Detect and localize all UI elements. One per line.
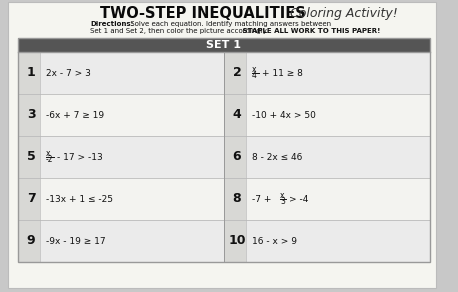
Text: TWO-STEP INEQUALITIES: TWO-STEP INEQUALITIES: [100, 6, 306, 20]
Text: 10: 10: [228, 234, 246, 248]
Bar: [18, 136, 430, 178]
Bar: [18, 178, 430, 220]
Text: 1: 1: [27, 67, 35, 79]
Text: -9x - 19 ≥ 17: -9x - 19 ≥ 17: [46, 237, 106, 246]
Bar: [18, 94, 40, 136]
Text: Solve each equation. Identify matching answers between: Solve each equation. Identify matching a…: [128, 21, 331, 27]
Bar: [18, 94, 430, 136]
Text: 4: 4: [252, 72, 257, 81]
Text: + 11 ≥ 8: + 11 ≥ 8: [262, 69, 303, 77]
Text: -10 + 4x > 50: -10 + 4x > 50: [252, 110, 316, 119]
Bar: [224, 52, 246, 94]
Bar: [224, 178, 246, 220]
Text: 2x - 7 > 3: 2x - 7 > 3: [46, 69, 91, 77]
Text: -13x + 1 ≤ -25: -13x + 1 ≤ -25: [46, 194, 113, 204]
Text: 9: 9: [27, 234, 35, 248]
Bar: [18, 52, 430, 94]
Text: Coloring Activity!: Coloring Activity!: [290, 6, 398, 20]
Text: 16 - x > 9: 16 - x > 9: [252, 237, 297, 246]
Text: 4: 4: [233, 109, 241, 121]
Bar: [18, 52, 40, 94]
Bar: [18, 136, 40, 178]
Text: -7 +: -7 +: [252, 194, 274, 204]
Text: 6: 6: [233, 150, 241, 164]
Bar: [18, 220, 40, 262]
Text: STAPLE ALL WORK TO THIS PAPER!: STAPLE ALL WORK TO THIS PAPER!: [240, 28, 381, 34]
Text: > -4: > -4: [289, 194, 308, 204]
Bar: [18, 38, 430, 52]
Bar: [18, 38, 430, 262]
Text: -6x + 7 ≥ 19: -6x + 7 ≥ 19: [46, 110, 104, 119]
Bar: [224, 94, 246, 136]
Text: x: x: [252, 65, 256, 74]
Text: 2: 2: [233, 67, 241, 79]
Bar: [224, 136, 246, 178]
Text: 7: 7: [27, 192, 35, 206]
Text: SET 1: SET 1: [207, 40, 241, 50]
Text: 5: 5: [27, 150, 35, 164]
Text: x: x: [280, 192, 284, 201]
Text: 3: 3: [27, 109, 35, 121]
Text: 8 - 2x ≤ 46: 8 - 2x ≤ 46: [252, 152, 302, 161]
Text: Directions:: Directions:: [90, 21, 133, 27]
Bar: [18, 178, 40, 220]
Bar: [18, 220, 430, 262]
Text: Set 1 and Set 2, then color the picture accordingly.: Set 1 and Set 2, then color the picture …: [90, 28, 268, 34]
Text: - 17 > -13: - 17 > -13: [57, 152, 103, 161]
Text: -2: -2: [46, 156, 54, 164]
Text: 3: 3: [280, 197, 285, 206]
Text: 8: 8: [233, 192, 241, 206]
Bar: [224, 220, 246, 262]
Text: x: x: [46, 150, 50, 159]
